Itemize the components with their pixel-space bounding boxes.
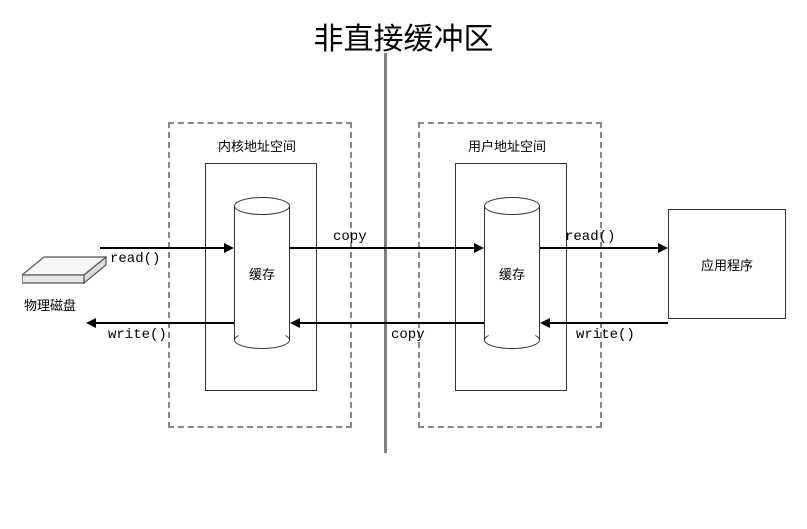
physical-disk — [22, 245, 107, 291]
arrow-user-to-kernel-line — [300, 322, 484, 324]
arrow-user-to-kernel-label: copy — [391, 327, 425, 343]
arrow-user-to-app-label: read() — [565, 229, 615, 245]
user-cylinder: 缓存 — [484, 197, 540, 349]
disk-caption: 物理磁盘 — [24, 295, 76, 314]
arrow-app-to-user-head — [540, 318, 550, 328]
kernel-cyl-top — [234, 197, 290, 215]
arrow-user-to-app-line — [540, 247, 658, 249]
arrow-kernel-to-disk-label: write() — [108, 327, 167, 343]
arrow-disk-to-kernel-line — [100, 247, 224, 249]
arrow-disk-to-kernel-head — [224, 243, 234, 253]
arrow-kernel-to-disk-line — [96, 322, 234, 324]
arrow-kernel-to-user-label: copy — [333, 229, 367, 245]
kernel-space-title: 内核地址空间 — [218, 136, 296, 155]
arrow-user-to-kernel-head — [290, 318, 300, 328]
kernel-cylinder: 缓存 — [234, 197, 290, 349]
arrow-app-to-user-label: write() — [576, 327, 635, 343]
user-cyl-label: 缓存 — [499, 264, 525, 283]
kernel-cyl-body: 缓存 — [234, 206, 290, 340]
arrow-kernel-to-disk-head — [86, 318, 96, 328]
application-box: 应用程序 — [668, 209, 786, 319]
arrow-kernel-to-user-head — [474, 243, 484, 253]
user-cyl-bottom — [484, 331, 540, 349]
arrow-disk-to-kernel-label: read() — [110, 251, 160, 267]
arrow-app-to-user-line — [550, 322, 668, 324]
diagram-title: 非直接缓冲区 — [0, 14, 807, 58]
user-cyl-body: 缓存 — [484, 206, 540, 340]
application-label: 应用程序 — [701, 255, 753, 274]
user-cyl-top — [484, 197, 540, 215]
kernel-cyl-bottom — [234, 331, 290, 349]
arrow-user-to-app-head — [658, 243, 668, 253]
center-divider — [384, 53, 387, 453]
arrow-kernel-to-user-line — [290, 247, 474, 249]
kernel-cyl-label: 缓存 — [249, 264, 275, 283]
user-space-title: 用户地址空间 — [468, 136, 546, 155]
